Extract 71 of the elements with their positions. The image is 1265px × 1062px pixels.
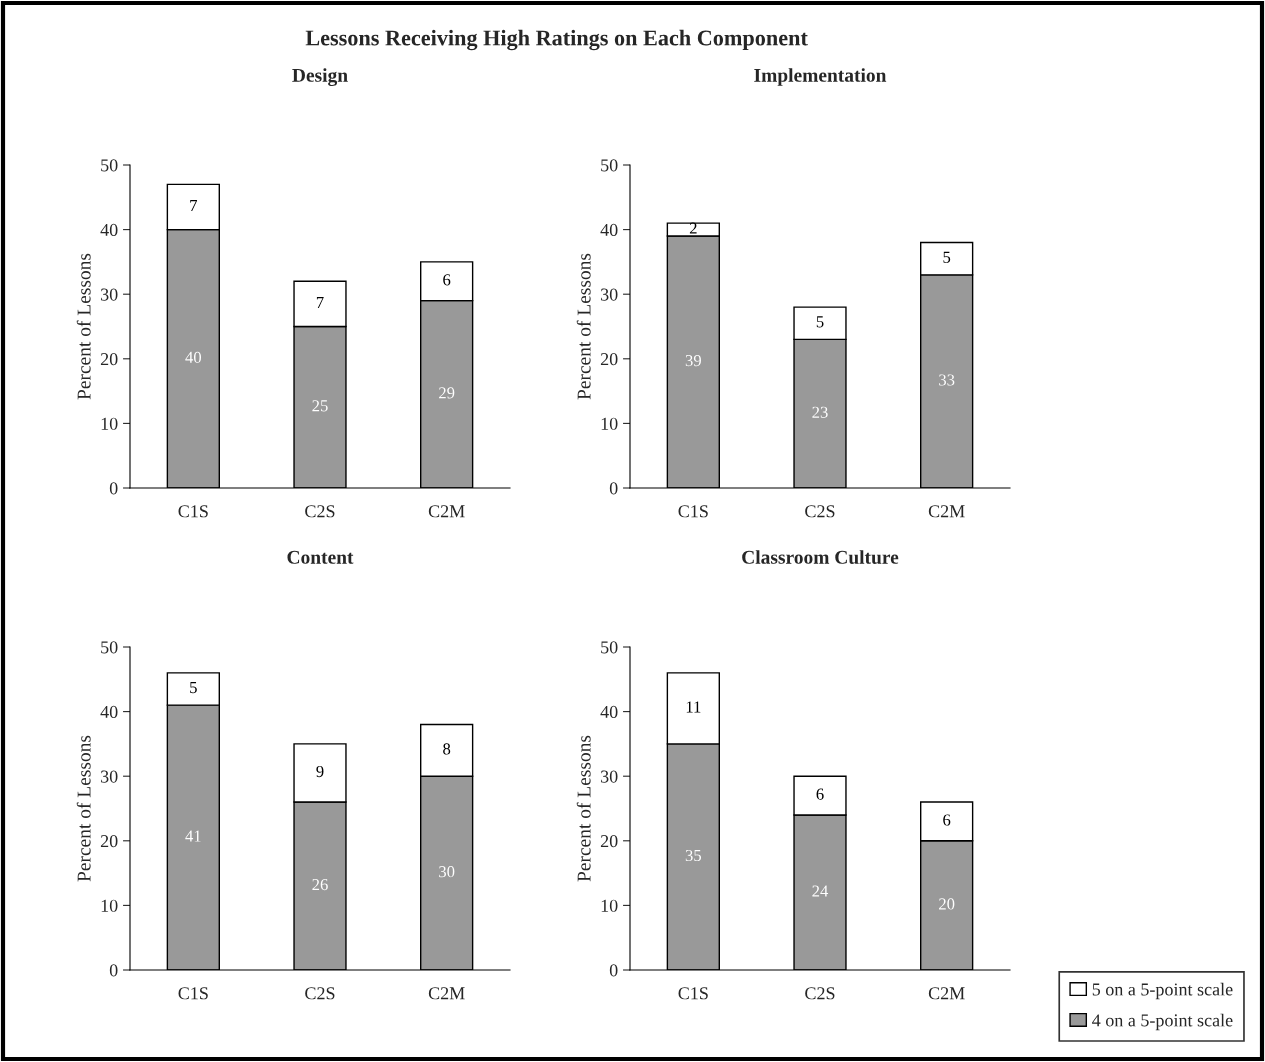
data-label: 5 bbox=[943, 251, 951, 263]
data-label: 5 bbox=[816, 316, 824, 328]
y-tick-label: 0 bbox=[609, 964, 618, 977]
data-label: 24 bbox=[812, 885, 829, 897]
data-label: 7 bbox=[190, 200, 198, 211]
y-tick-label: 30 bbox=[101, 770, 118, 783]
y-tick-label: 50 bbox=[101, 641, 118, 654]
y-tick-label: 40 bbox=[600, 705, 618, 719]
x-tick-label: C2S bbox=[305, 505, 335, 518]
data-label: 40 bbox=[185, 351, 202, 363]
y-axis-title: Percent of Lessons bbox=[76, 735, 91, 882]
data-label: 41 bbox=[185, 830, 201, 842]
y-tick-label: 20 bbox=[100, 353, 118, 366]
data-label: 30 bbox=[439, 866, 455, 878]
data-label: 11 bbox=[686, 701, 701, 713]
x-tick-label: C2M bbox=[428, 505, 465, 518]
y-tick-label: 0 bbox=[609, 482, 618, 495]
data-label: 39 bbox=[685, 355, 701, 367]
data-label: 2 bbox=[689, 222, 697, 234]
chart-title: Design bbox=[292, 68, 348, 86]
y-axis-title: Percent of Lessons bbox=[576, 735, 591, 882]
data-label: 20 bbox=[939, 898, 955, 910]
text: Lessons Receiving High Ratings on Each Component bbox=[305, 29, 808, 51]
x-tick-label: C1S bbox=[678, 987, 708, 1000]
y-tick-label: 0 bbox=[109, 964, 118, 977]
y-tick-label: 10 bbox=[601, 899, 618, 912]
data-label: 26 bbox=[312, 878, 328, 891]
data-label: 25 bbox=[312, 400, 328, 412]
y-tick-label: 30 bbox=[601, 770, 618, 783]
y-tick-label: 10 bbox=[601, 417, 618, 430]
data-label: 33 bbox=[939, 374, 955, 386]
data-label: 5 bbox=[190, 682, 197, 694]
y-tick-label: 40 bbox=[100, 705, 118, 719]
data-label: 23 bbox=[812, 406, 828, 418]
data-label: 8 bbox=[443, 743, 451, 755]
data-label: 6 bbox=[443, 274, 451, 286]
x-tick-label: C2S bbox=[305, 987, 335, 1000]
data-label: 29 bbox=[439, 387, 455, 399]
x-tick-label: C2M bbox=[928, 987, 965, 1000]
y-tick-label: 20 bbox=[600, 835, 618, 848]
x-tick-label: C1S bbox=[178, 987, 208, 1000]
x-tick-label: C1S bbox=[178, 505, 208, 518]
legend-label: 4 on a 5-point scale bbox=[1092, 1013, 1233, 1031]
data-label: 6 bbox=[943, 814, 951, 826]
data-label: 7 bbox=[316, 296, 324, 308]
x-tick-label: C2S bbox=[805, 987, 835, 1000]
y-tick-label: 20 bbox=[600, 353, 618, 366]
y-tick-label: 30 bbox=[601, 288, 618, 301]
chart-title: Classroom Culture bbox=[742, 550, 899, 564]
legend-label: 5 on a 5-point scale bbox=[1092, 982, 1233, 1000]
y-axis-title: Percent of Lessons bbox=[576, 253, 591, 400]
x-tick-label: C2M bbox=[428, 987, 465, 1000]
y-tick-label: 50 bbox=[601, 641, 618, 654]
y-tick-label: 40 bbox=[100, 223, 118, 237]
y-tick-label: 30 bbox=[101, 288, 118, 301]
x-tick-label: C1S bbox=[678, 505, 708, 518]
x-tick-label: C2S bbox=[805, 505, 835, 518]
y-tick-label: 50 bbox=[101, 159, 118, 172]
chart-title: Implementation bbox=[754, 68, 887, 86]
y-tick-label: 10 bbox=[101, 417, 118, 430]
y-tick-label: 20 bbox=[100, 835, 118, 848]
y-tick-label: 50 bbox=[601, 159, 618, 172]
data-label: 9 bbox=[316, 765, 324, 778]
chart-title: Content bbox=[287, 550, 354, 564]
data-label: 35 bbox=[685, 849, 702, 862]
y-tick-label: 0 bbox=[109, 482, 118, 495]
y-tick-label: 10 bbox=[101, 899, 118, 912]
data-label: 6 bbox=[816, 788, 824, 800]
y-axis-title: Percent of Lessons bbox=[76, 253, 91, 400]
y-tick-label: 40 bbox=[600, 223, 618, 237]
x-tick-label: C2M bbox=[928, 505, 965, 518]
